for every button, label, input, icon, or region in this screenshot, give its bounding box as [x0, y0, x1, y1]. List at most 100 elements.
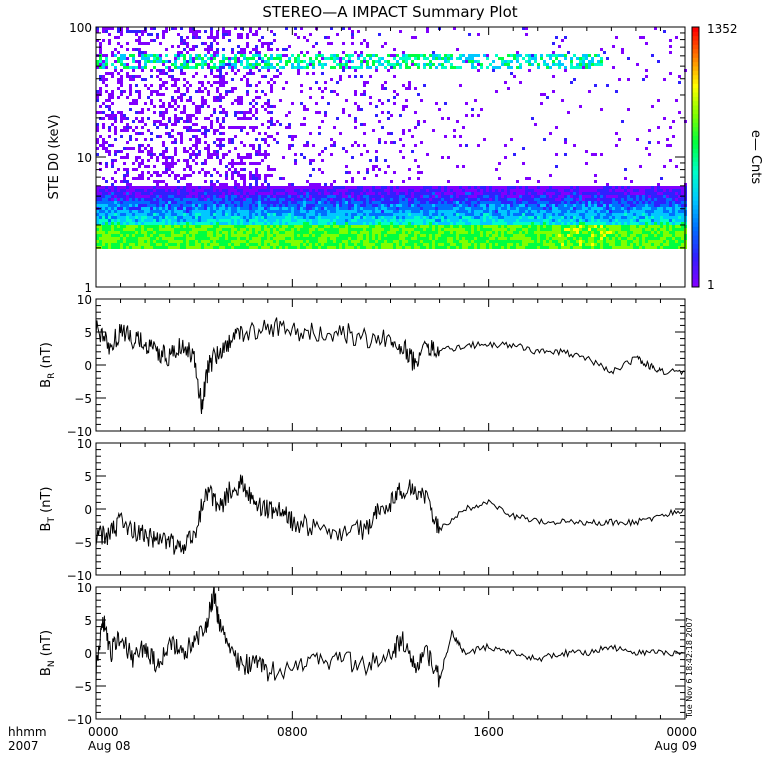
spectrogram-cell: [162, 141, 165, 144]
spectrogram-cell: [255, 84, 258, 87]
spectrogram-cell: [453, 66, 456, 69]
spectrogram-cell: [258, 177, 261, 180]
spectrogram-cell: [126, 186, 129, 189]
spectrogram-cell: [399, 216, 402, 219]
spectrogram-cell: [144, 201, 147, 204]
spectrogram-cell: [498, 243, 501, 246]
spectrogram-cell: [534, 54, 537, 57]
spectrogram-cell: [216, 48, 219, 51]
spectrogram-cell: [462, 189, 465, 192]
spectrogram-cell: [96, 99, 99, 102]
spectrogram-cell: [255, 96, 258, 99]
spectrogram-cell: [444, 102, 447, 105]
spectrogram-cell: [306, 141, 309, 144]
spectrogram-cell: [246, 90, 249, 93]
spectrogram-cell: [522, 213, 525, 216]
spectrogram-cell: [177, 216, 180, 219]
spectrogram-cell: [234, 246, 237, 249]
spectrogram-cell: [501, 240, 504, 243]
spectrogram-cell: [537, 63, 540, 66]
spectrogram-cell: [351, 240, 354, 243]
spectrogram-cell: [279, 231, 282, 234]
spectrogram-cell: [222, 246, 225, 249]
spectrogram-cell: [504, 213, 507, 216]
spectrogram-cell: [459, 144, 462, 147]
spectrogram-cell: [480, 216, 483, 219]
spectrogram-cell: [105, 237, 108, 240]
spectrogram-cell: [153, 105, 156, 108]
spectrogram-cell: [285, 216, 288, 219]
spectrogram-cell: [480, 243, 483, 246]
spectrogram-cell: [144, 210, 147, 213]
spectrogram-cell: [243, 180, 246, 183]
spectrogram-cell: [315, 204, 318, 207]
spectrogram-cell: [273, 213, 276, 216]
spectrogram-cell: [108, 228, 111, 231]
spectrogram-cell: [372, 168, 375, 171]
spectrogram-cell: [540, 216, 543, 219]
spectrogram-cell: [147, 219, 150, 222]
spectrogram-cell: [135, 30, 138, 33]
spectrogram-cell: [435, 207, 438, 210]
spectrogram-cell: [135, 210, 138, 213]
spectrogram-cell: [186, 99, 189, 102]
spectrogram-cell: [507, 240, 510, 243]
spectrogram-cell: [204, 228, 207, 231]
spectrogram-cell: [297, 69, 300, 72]
spectrogram-cell: [375, 243, 378, 246]
spectrogram-cell: [303, 213, 306, 216]
spectrogram-cell: [423, 231, 426, 234]
spectrogram-cell: [99, 57, 102, 60]
spectrogram-cell: [303, 237, 306, 240]
spectrogram-cell: [441, 192, 444, 195]
spectrogram-cell: [162, 117, 165, 120]
spectrogram-cell: [339, 210, 342, 213]
spectrogram-cell: [453, 219, 456, 222]
spectrogram-cell: [132, 219, 135, 222]
spectrogram-cell: [228, 150, 231, 153]
spectrogram-cell: [354, 240, 357, 243]
spectrogram-cell: [516, 225, 519, 228]
spectrogram-cell: [186, 114, 189, 117]
spectrogram-cell: [429, 54, 432, 57]
spectrogram-cell: [207, 51, 210, 54]
spectrogram-cell: [339, 66, 342, 69]
spectrogram-cell: [276, 201, 279, 204]
spectrogram-cell: [342, 225, 345, 228]
spectrogram-cell: [282, 222, 285, 225]
spectrogram-cell: [522, 195, 525, 198]
spectrogram-cell: [225, 183, 228, 186]
spectrogram-cell: [129, 237, 132, 240]
spectrogram-cell: [183, 240, 186, 243]
spectrogram-cell: [264, 138, 267, 141]
spectrogram-cell: [534, 195, 537, 198]
spectrogram-cell: [489, 210, 492, 213]
spectrogram-cell: [330, 240, 333, 243]
spectrogram-cell: [339, 216, 342, 219]
spectrogram-cell: [309, 216, 312, 219]
spectrogram-cell: [516, 51, 519, 54]
spectrogram-cell: [192, 210, 195, 213]
spectrogram-cell: [126, 126, 129, 129]
spectrogram-cell: [453, 129, 456, 132]
spectrogram-cell: [339, 234, 342, 237]
spectrogram-cell: [381, 126, 384, 129]
spectrogram-cell: [366, 231, 369, 234]
spectrogram-cell: [117, 189, 120, 192]
spectrogram-cell: [546, 234, 549, 237]
spectrogram-cell: [291, 66, 294, 69]
spectrogram-cell: [270, 210, 273, 213]
spectrogram-cell: [123, 210, 126, 213]
spectrogram-cell: [306, 144, 309, 147]
spectrogram-cell: [207, 240, 210, 243]
spectrogram-cell: [189, 225, 192, 228]
spectrogram-cell: [402, 198, 405, 201]
spectrogram-cell: [216, 210, 219, 213]
spectrogram-cell: [525, 186, 528, 189]
spectrogram-cell: [234, 189, 237, 192]
spectrogram-cell: [132, 231, 135, 234]
spectrogram-cell: [180, 96, 183, 99]
spectrogram-cell: [447, 240, 450, 243]
spectrogram-cell: [267, 195, 270, 198]
spectrogram-cell: [480, 225, 483, 228]
